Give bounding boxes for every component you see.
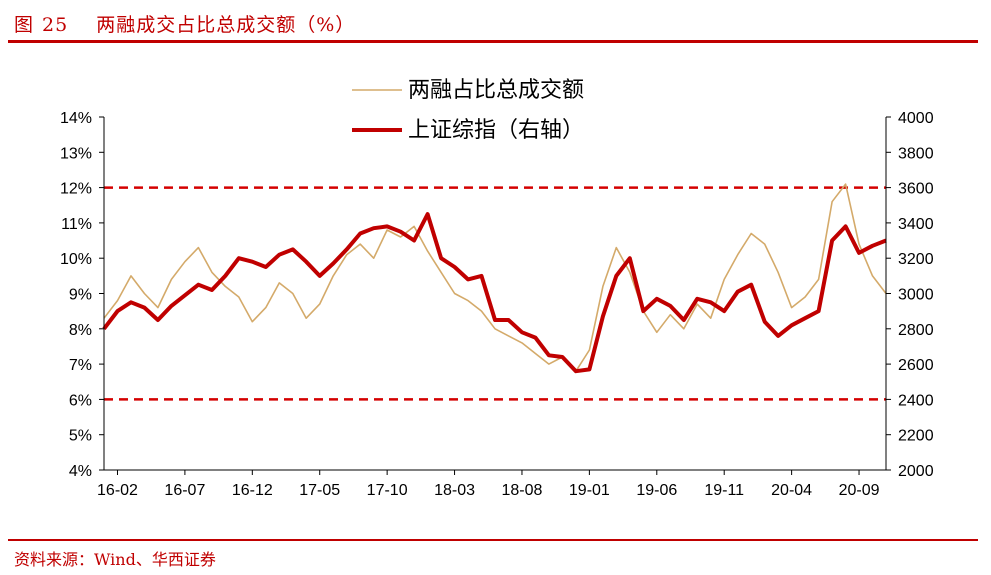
- y-right-tick-label: 2400: [898, 392, 934, 409]
- y-left-tick-label: 8%: [69, 322, 92, 339]
- y-right-tick-label: 3400: [898, 216, 934, 233]
- y-left-tick-label: 9%: [69, 287, 92, 304]
- x-tick-label: 16-12: [232, 482, 273, 499]
- y-right-tick-label: 2600: [898, 357, 934, 374]
- chart-canvas: 4% 5% 6% 7% 8% 9% 10% 11% 12% 13% 14% 2000 2200 2400 2…: [60, 78, 934, 499]
- y-left-tick-label: 11%: [61, 216, 92, 233]
- x-tick-label: 19-11: [704, 482, 744, 499]
- x-tick-label: 17-10: [367, 482, 408, 499]
- x-tick-label: 16-07: [164, 482, 205, 499]
- y-left-tick-label: 7%: [69, 357, 92, 374]
- figure-title-text: 两融成交占比总成交额（%）: [96, 14, 356, 36]
- figure-number: 25: [42, 14, 69, 36]
- y-left-tick-label: 4%: [69, 463, 92, 480]
- y-right-tick-label: 3000: [898, 287, 934, 304]
- y-right-tick-label: 4000: [898, 110, 934, 127]
- y-left-tick-label: 14%: [60, 110, 92, 127]
- x-tick-label: 18-03: [434, 482, 475, 499]
- x-tick-label: 18-08: [502, 482, 543, 499]
- bottom-divider: [8, 539, 978, 541]
- y-right-tick-label: 3600: [898, 181, 934, 198]
- y-right-tick-label: 2200: [898, 428, 934, 445]
- y-right-tick-label: 2800: [898, 322, 934, 339]
- y-right-tick-label: 3800: [898, 145, 934, 162]
- series-layer: [102, 183, 887, 374]
- figure-label: 图: [14, 14, 35, 36]
- y-left-tick-label: 10%: [60, 251, 92, 268]
- x-tick-label: 20-09: [839, 482, 880, 499]
- x-tick-label: 16-02: [97, 482, 138, 499]
- x-tick-label: 19-01: [569, 482, 610, 499]
- y-left-tick-label: 13%: [60, 145, 92, 162]
- x-tick-label: 20-04: [771, 482, 812, 499]
- y-left-tick-label: 6%: [69, 392, 92, 409]
- source-note: 资料来源：Wind、华西证券: [14, 550, 216, 569]
- series-shanghai-index-line: [102, 212, 887, 374]
- top-divider: [8, 40, 978, 43]
- reference-lines: [104, 186, 886, 401]
- x-tick-label: 17-05: [299, 482, 340, 499]
- legend-label: 两融占比总成交额: [408, 78, 584, 103]
- x-tick-label: 19-06: [636, 482, 677, 499]
- y-left-tick-label: 5%: [69, 428, 92, 445]
- legend-label: 上证综指（右轴）: [408, 118, 584, 143]
- y-right-tick-label: 2000: [898, 463, 934, 480]
- series-margin-ratio-line: [103, 183, 887, 372]
- y-right-tick-label: 3200: [898, 251, 934, 268]
- figure-title: 图 25 两融成交占比总成交额（%）: [14, 10, 355, 37]
- axes: 4% 5% 6% 7% 8% 9% 10% 11% 12% 13% 14% 2000 2200 2400 2…: [60, 110, 934, 499]
- y-left-tick-label: 12%: [60, 181, 92, 198]
